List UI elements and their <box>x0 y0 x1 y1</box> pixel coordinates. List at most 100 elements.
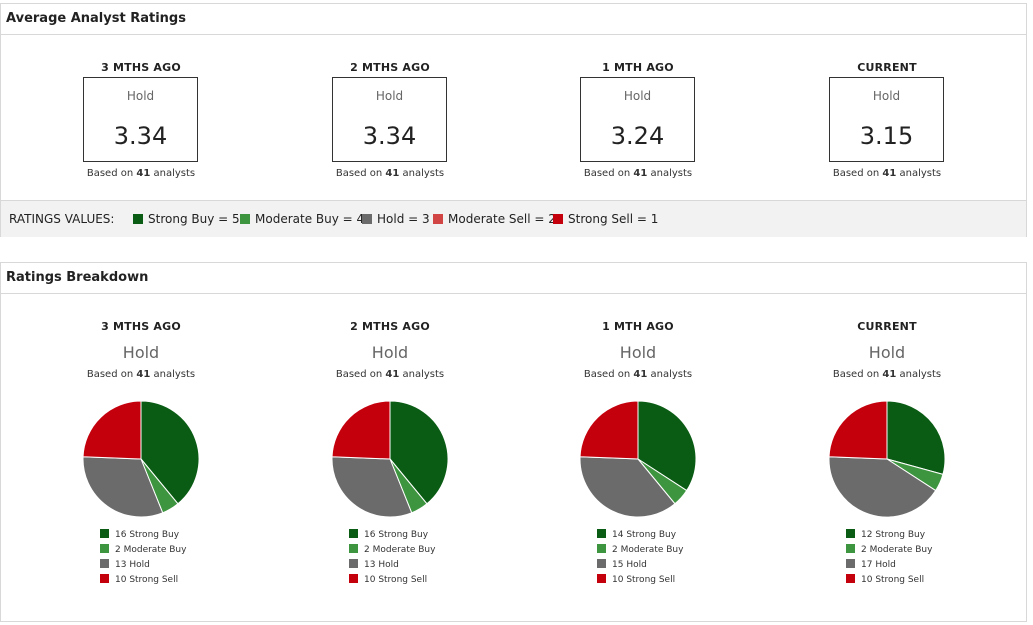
strong-buy-swatch <box>597 529 606 538</box>
based-prefix: Based on <box>832 369 880 380</box>
pie-slice-strong-sell <box>828 400 888 460</box>
rating-box: Hold 3.34 <box>83 77 198 162</box>
rating-value: 3.34 <box>362 122 417 150</box>
ratings-value-strong-sell: Strong Sell = 1 <box>553 212 658 226</box>
legend-text: 2 Moderate Buy <box>364 545 436 555</box>
pie-slice-strong-buy <box>140 400 200 505</box>
moderate-buy-swatch <box>240 214 250 224</box>
hold-swatch <box>362 214 372 224</box>
strong-buy-swatch <box>349 529 358 538</box>
pie-chart-1-month-ago <box>579 400 697 518</box>
legend-item-hold: 13 Hold <box>349 558 435 573</box>
analyst-count: 41 <box>882 168 897 179</box>
ratings-value-strong-buy: Strong Buy = 5 <box>133 212 240 226</box>
analyst-count: 41 <box>633 369 648 380</box>
legend-item-moderate-buy: 2 Moderate Buy <box>100 543 186 558</box>
rating-word: Hold <box>126 89 155 103</box>
period-header: 3 MTHS AGO <box>101 61 181 74</box>
hold-swatch <box>597 559 606 568</box>
legend-item-strong-buy: 16 Strong Buy <box>100 528 186 543</box>
rating-value: 3.34 <box>113 122 168 150</box>
moderate-buy-swatch <box>349 544 358 553</box>
analyst-count: 41 <box>136 168 151 179</box>
strong-sell-swatch <box>100 574 109 583</box>
legend-text: 14 Strong Buy <box>612 530 677 540</box>
legend-item-strong-buy: 12 Strong Buy <box>846 528 932 543</box>
avg-column-current: CURRENT <box>787 61 987 74</box>
period-header: CURRENT <box>857 61 917 74</box>
ratings-value-hold: Hold = 3 <box>362 212 430 226</box>
pie-legend-1-month-ago: 14 Strong Buy 2 Moderate Buy 15 Hold 10 … <box>597 528 683 588</box>
based-prefix: Based on <box>86 369 134 380</box>
legend-text: 13 Hold <box>364 560 399 570</box>
rating-box: Hold 3.15 <box>829 77 944 162</box>
rating-word: Hold <box>375 89 404 103</box>
based-on-text: Based on 41 analysts <box>538 168 738 179</box>
ratings-value-text: Strong Sell = 1 <box>568 212 659 226</box>
rating-word: Hold <box>122 343 160 362</box>
based-prefix: Based on <box>86 168 134 179</box>
hold-swatch <box>349 559 358 568</box>
moderate-buy-swatch <box>597 544 606 553</box>
hold-swatch <box>846 559 855 568</box>
pie-slice-strong-buy <box>389 400 449 505</box>
period-header: 2 MTHS AGO <box>350 320 430 333</box>
legend-item-strong-sell: 10 Strong Sell <box>100 573 186 588</box>
based-prefix: Based on <box>583 369 631 380</box>
based-prefix: Based on <box>335 168 383 179</box>
legend-text: 10 Strong Sell <box>612 575 676 585</box>
based-suffix: analysts <box>899 369 942 380</box>
based-suffix: analysts <box>402 168 445 179</box>
analyst-count: 41 <box>385 168 400 179</box>
based-prefix: Based on <box>335 369 383 380</box>
pie-legend-3-months-ago: 16 Strong Buy 2 Moderate Buy 13 Hold 10 … <box>100 528 186 588</box>
legend-text: 10 Strong Sell <box>115 575 179 585</box>
legend-item-strong-sell: 10 Strong Sell <box>597 573 683 588</box>
analyst-count: 41 <box>136 369 151 380</box>
rating-word: Hold <box>868 343 906 362</box>
based-on-text: Based on 41 analysts <box>787 168 987 179</box>
legend-item-strong-buy: 16 Strong Buy <box>349 528 435 543</box>
rating-word: Hold <box>872 89 901 103</box>
strong-sell-swatch <box>597 574 606 583</box>
legend-item-hold: 13 Hold <box>100 558 186 573</box>
strong-buy-swatch <box>846 529 855 538</box>
average-ratings-panel: Average Analyst Ratings 3 MTHS AGO Hold … <box>0 3 1027 237</box>
legend-text: 17 Hold <box>861 560 896 570</box>
legend-text: 13 Hold <box>115 560 150 570</box>
pie-slice-hold <box>331 456 413 518</box>
legend-item-hold: 15 Hold <box>597 558 683 573</box>
moderate-buy-swatch <box>846 544 855 553</box>
moderate-sell-swatch <box>433 214 443 224</box>
pie-chart-2-months-ago <box>331 400 449 518</box>
period-header: 1 MTH AGO <box>602 61 674 74</box>
based-on-text: Based on 41 analysts <box>290 369 490 380</box>
breakdown-column-1-month-ago: 1 MTH AGO Hold Based on 41 analysts <box>538 320 738 380</box>
strong-sell-swatch <box>846 574 855 583</box>
legend-text: 10 Strong Sell <box>861 575 925 585</box>
avg-column-2-months-ago: 2 MTHS AGO <box>290 61 490 74</box>
period-header: 2 MTHS AGO <box>350 61 430 74</box>
ratings-value-text: Moderate Buy = 4 <box>255 212 365 226</box>
pie-slice-hold <box>579 456 676 518</box>
hold-swatch <box>100 559 109 568</box>
analyst-count: 41 <box>385 369 400 380</box>
legend-text: 2 Moderate Buy <box>115 545 187 555</box>
ratings-breakdown-panel: Ratings Breakdown 3 MTHS AGO Hold Based … <box>0 262 1027 622</box>
rating-box: Hold 3.34 <box>332 77 447 162</box>
ratings-breakdown-title: Ratings Breakdown <box>1 263 1026 294</box>
legend-text: 2 Moderate Buy <box>861 545 933 555</box>
legend-text: 10 Strong Sell <box>364 575 428 585</box>
legend-item-moderate-buy: 2 Moderate Buy <box>349 543 435 558</box>
based-on-text: Based on 41 analysts <box>787 369 987 380</box>
rating-word: Hold <box>619 343 657 362</box>
ratings-value-text: Strong Buy = 5 <box>148 212 240 226</box>
pie-slice-strong-buy <box>886 400 946 475</box>
analyst-count: 41 <box>633 168 648 179</box>
rating-word: Hold <box>371 343 409 362</box>
legend-item-hold: 17 Hold <box>846 558 932 573</box>
based-prefix: Based on <box>583 168 631 179</box>
based-suffix: analysts <box>153 168 196 179</box>
period-header: 3 MTHS AGO <box>101 320 181 333</box>
period-header: CURRENT <box>857 320 917 333</box>
